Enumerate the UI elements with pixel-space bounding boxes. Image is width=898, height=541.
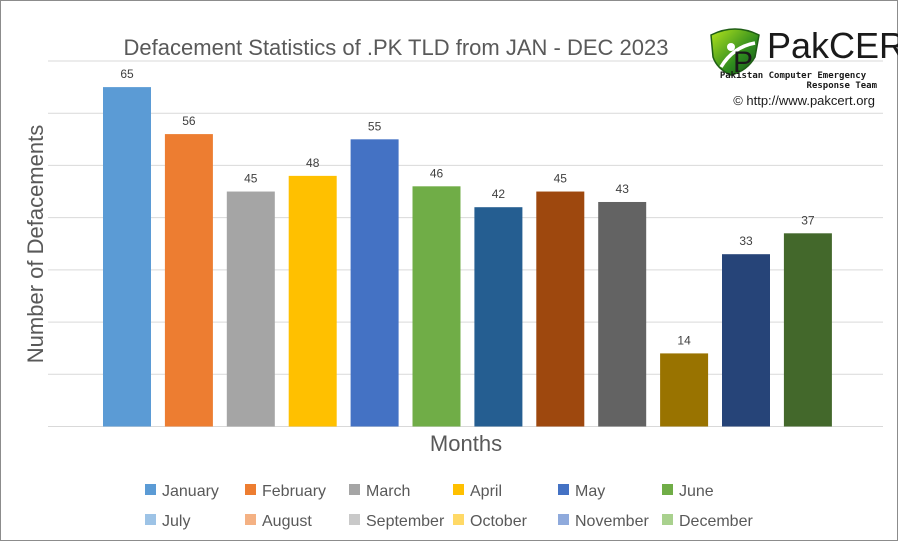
logo-tagline-2: Response Team <box>806 81 877 91</box>
legend-label-may: May <box>575 483 605 500</box>
legend-swatch-december <box>662 514 673 525</box>
data-label: 65 <box>120 67 134 81</box>
bar-august <box>536 191 585 427</box>
legend: January February March April May June July Augu… <box>145 483 753 530</box>
legend-swatch-february <box>245 484 256 495</box>
legend-label-march: March <box>366 483 410 500</box>
legend-label-november: November <box>575 513 649 530</box>
data-labels: 65 56 45 48 55 46 42 45 43 14 33 37 <box>120 67 815 347</box>
logo-wordmark: PakCERT <box>767 25 898 66</box>
legend-swatch-march <box>349 484 360 495</box>
data-label: 42 <box>492 187 506 201</box>
bar-february <box>164 134 213 427</box>
legend-label-june: June <box>679 483 714 500</box>
logo-tagline: Pakistan Computer Emergency <box>719 71 867 81</box>
bar-october <box>660 353 709 427</box>
logo-url: © http://www.pakcert.org <box>733 93 875 108</box>
legend-swatch-july <box>145 514 156 525</box>
legend-swatch-june <box>662 484 673 495</box>
data-label: 37 <box>801 213 815 227</box>
legend-swatch-may <box>558 484 569 495</box>
chart-title: Defacement Statistics of .PK TLD from JA… <box>124 35 669 60</box>
bars <box>103 87 832 427</box>
data-label: 14 <box>677 333 691 347</box>
legend-label-february: February <box>262 483 326 500</box>
data-label: 45 <box>554 172 568 186</box>
bar-november <box>722 254 770 427</box>
data-label: 45 <box>244 172 258 186</box>
bar-january <box>103 87 151 427</box>
bar-april <box>288 175 337 427</box>
legend-swatch-january <box>145 484 156 495</box>
legend-swatch-november <box>558 514 569 525</box>
data-label: 46 <box>430 166 444 180</box>
data-label: 56 <box>182 114 196 128</box>
bar-march <box>226 191 275 427</box>
legend-label-january: January <box>162 483 219 500</box>
legend-label-december: December <box>679 513 753 530</box>
x-axis-label: Months <box>430 431 502 456</box>
data-label: 55 <box>368 119 382 133</box>
legend-label-october: October <box>470 513 528 530</box>
y-axis-label: Number of Defacements <box>23 125 48 363</box>
bar-may <box>350 139 399 427</box>
pakcert-shield-icon: P <box>710 28 760 77</box>
legend-swatch-october <box>453 514 464 525</box>
legend-label-august: August <box>262 513 312 530</box>
legend-swatch-april <box>453 484 464 495</box>
bar-june <box>412 186 461 427</box>
legend-swatch-august <box>245 514 256 525</box>
data-label: 48 <box>306 156 320 170</box>
data-label: 43 <box>616 182 630 196</box>
bar-july <box>474 207 523 427</box>
legend-swatch-september <box>349 514 360 525</box>
bar-september <box>598 201 647 427</box>
pakcert-logo: P PakCERT Pakistan Computer Emergency Re… <box>705 25 898 111</box>
legend-label-april: April <box>470 483 502 500</box>
bar-december <box>783 233 832 427</box>
data-label: 33 <box>739 234 753 248</box>
svg-text:P: P <box>733 46 753 77</box>
legend-label-july: July <box>162 513 190 530</box>
legend-label-september: September <box>366 513 445 530</box>
